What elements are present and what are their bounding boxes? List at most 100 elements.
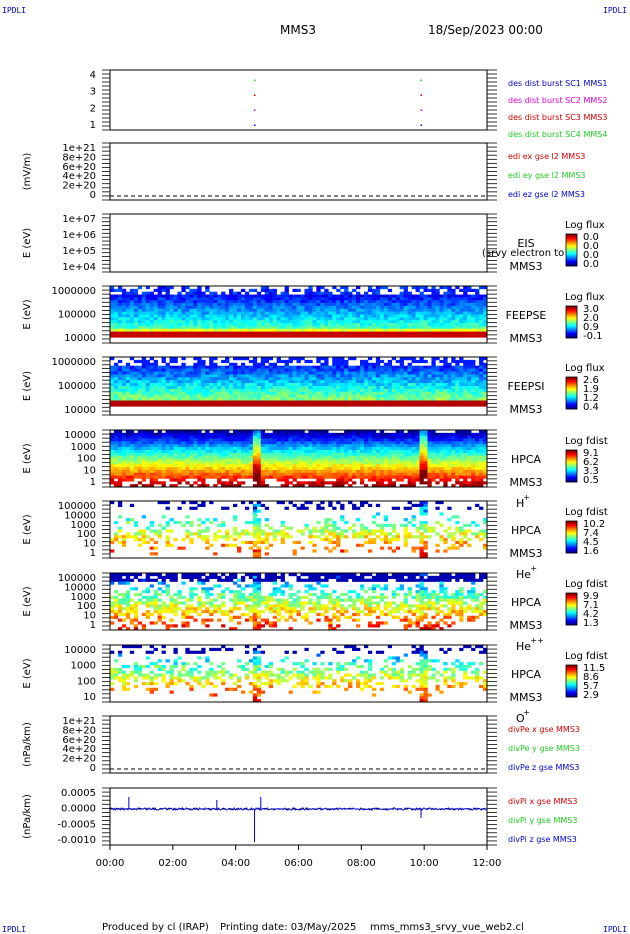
spectrogram-cell: [248, 461, 254, 465]
spectrogram-cell: [173, 294, 178, 298]
spectrogram-cell: [217, 444, 222, 448]
spectrogram-cell: [177, 464, 182, 468]
spectrogram-cell: [395, 400, 400, 404]
spectrogram-cell: [387, 386, 393, 390]
spectrogram-cell: [117, 303, 123, 307]
spectrogram-cell: [125, 388, 131, 393]
spectrogram-cell: [328, 374, 333, 378]
spectrogram-cell: [399, 311, 404, 315]
spectrogram-cell: [363, 328, 369, 332]
spectrogram-cell: [284, 362, 289, 366]
spectrogram-cell: [229, 455, 234, 459]
spectrogram-cell: [229, 362, 234, 366]
spectrogram-cell: [435, 334, 440, 338]
spectrogram-cell: [336, 368, 341, 372]
spectrogram-cell: [443, 308, 448, 312]
spectrogram-cell: [435, 314, 440, 318]
spectrogram-cell: [316, 377, 321, 381]
spectrogram-cell: [213, 484, 218, 488]
spectrogram-cell: [304, 469, 309, 474]
spectrogram-cell: [133, 317, 139, 321]
spectrogram-cell: [427, 305, 432, 310]
spectrogram-cell: [221, 383, 226, 387]
spectrogram-cell: [360, 380, 365, 384]
spectrogram-cell: [268, 403, 274, 407]
spectrogram-cell: [415, 308, 420, 312]
spectrogram-cell: [268, 441, 274, 445]
spectrogram-cell: [225, 325, 230, 330]
colorbar-segment: [566, 315, 577, 317]
spectrogram-cell: [483, 380, 488, 384]
spectrogram-cell: [153, 478, 158, 482]
spectrogram-cell: [352, 481, 357, 485]
spectrogram-cell: [320, 444, 325, 448]
spectrogram-cell: [407, 294, 412, 298]
spectrogram-cell: [117, 458, 123, 462]
spectrogram-cell: [260, 314, 266, 318]
spectrogram-cell: [328, 438, 333, 442]
spectrogram-cell: [403, 403, 408, 407]
spectrogram-cell: [439, 472, 444, 476]
spectrogram-cell: [395, 303, 400, 307]
spectrogram-cell: [268, 362, 274, 366]
spectrogram-cell: [229, 432, 234, 436]
spectrogram-cell: [225, 374, 230, 378]
spectrogram-cell: [443, 444, 448, 448]
spectrogram-cell: [387, 314, 393, 318]
spectrogram-cell: [276, 467, 281, 471]
spectrogram-cell: [344, 386, 349, 390]
spectrogram-cell: [467, 403, 472, 407]
colorbar-value: 0.0: [583, 232, 599, 243]
spectrogram-cell: [399, 300, 404, 304]
spectrogram-cell: [423, 368, 428, 372]
spectrogram-cell: [427, 383, 432, 387]
spectrogram-cell: [121, 478, 127, 482]
spectrogram-cell: [371, 452, 377, 456]
spectrogram-cell: [113, 400, 119, 404]
spectrogram-cell: [240, 435, 246, 439]
spectrogram-cell: [264, 365, 270, 369]
spectrogram-cell: [113, 467, 119, 471]
spectrogram-cell: [316, 303, 321, 307]
spectrogram-cell: [125, 320, 131, 324]
spectrogram-cell: [387, 447, 393, 451]
spectrogram-cell: [320, 297, 325, 301]
spectrogram-cell: [276, 391, 281, 395]
spectrogram-cell: [411, 377, 416, 381]
spectrogram-cell: [185, 438, 190, 442]
spectrogram-cell: [161, 300, 166, 304]
spectrogram-cell: [133, 484, 139, 488]
spectrogram-cell: [264, 303, 270, 307]
spectrogram-cell: [193, 323, 198, 327]
spectrogram-cell: [113, 441, 119, 445]
spectrogram-cell: [193, 432, 198, 436]
spectrogram-cell: [455, 374, 460, 378]
spectrogram-cell: [348, 452, 353, 456]
spectrogram-cell: [475, 380, 480, 384]
ytick-label: 2: [90, 103, 96, 114]
spectrogram-cell: [391, 441, 397, 445]
spectrogram-cell: [110, 458, 115, 462]
spectrogram-cell: [415, 430, 420, 434]
spectrogram-cell: [379, 380, 385, 384]
spectrogram-cell: [356, 365, 361, 369]
spectrogram-cell: [141, 452, 147, 456]
spectrogram-cell: [467, 365, 472, 369]
spectrogram-cell: [145, 317, 150, 321]
spectrogram-cell: [483, 394, 488, 398]
spectrogram-cell: [328, 320, 333, 324]
spectrogram-cell: [300, 469, 305, 474]
spectrogram-cell: [193, 394, 198, 398]
spectrogram-cell: [248, 305, 254, 310]
spectrogram-cell: [161, 388, 166, 393]
spectrogram-cell: [455, 286, 460, 290]
spectrogram-cell: [205, 403, 210, 407]
spectrogram-cell: [371, 441, 377, 445]
spectrogram-cell: [137, 368, 143, 372]
spectrogram-cell: [435, 374, 440, 378]
spectrogram-cell: [181, 467, 186, 471]
spectrogram-cell: [356, 449, 361, 454]
spectrogram-cell: [451, 469, 456, 474]
spectrogram-cell: [256, 300, 262, 304]
spectrogram-cell: [268, 308, 274, 312]
